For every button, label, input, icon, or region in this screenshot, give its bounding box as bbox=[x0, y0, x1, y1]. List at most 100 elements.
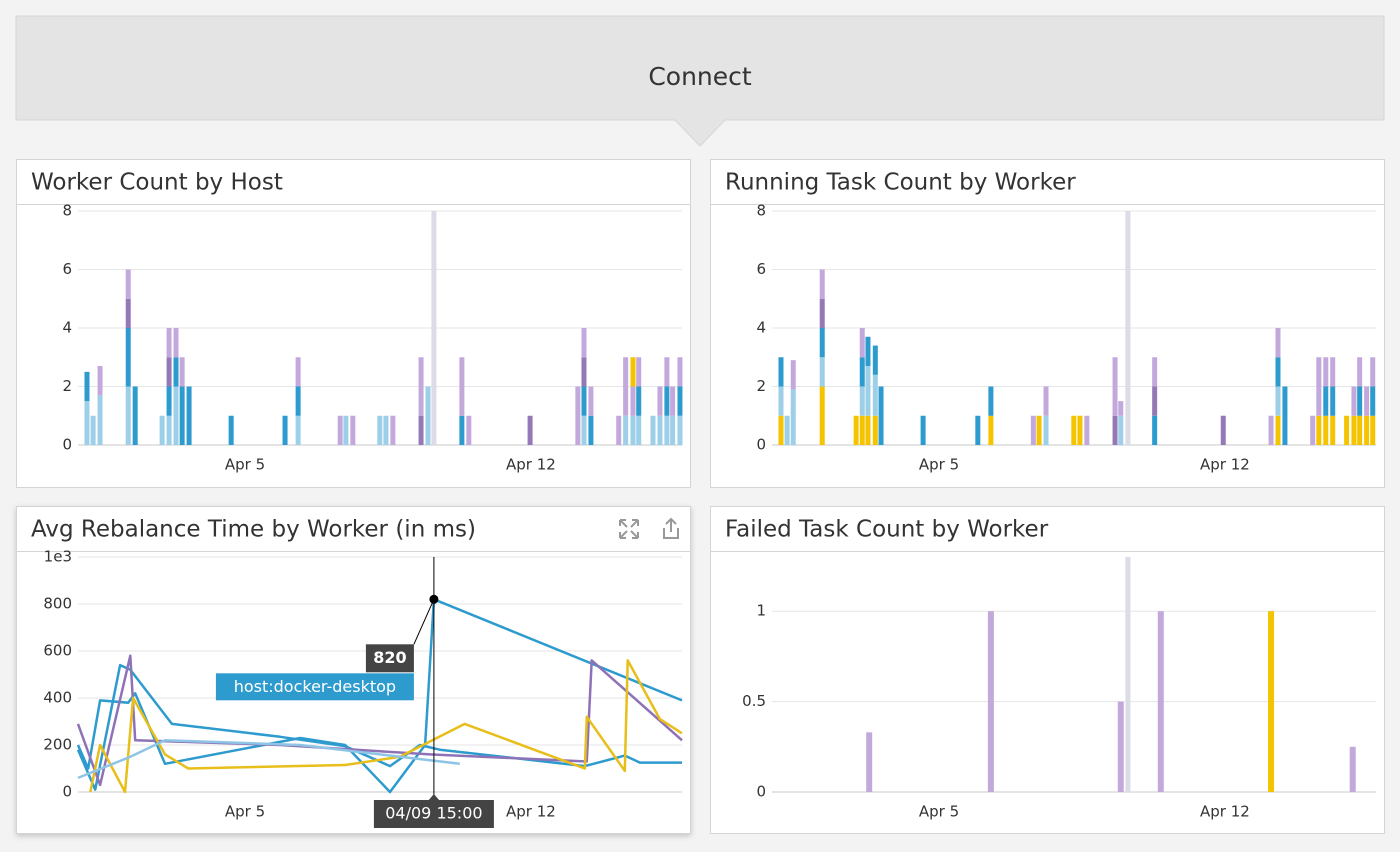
bar-segment bbox=[1316, 357, 1322, 416]
tooltip-series: host:docker-desktop bbox=[234, 677, 396, 696]
bar-segment bbox=[581, 357, 587, 387]
hover-cursor bbox=[1125, 211, 1131, 445]
bar-segment bbox=[166, 415, 172, 445]
x-tick-label: Apr 5 bbox=[225, 456, 265, 474]
bar-segment bbox=[670, 415, 676, 445]
y-tick-label: 0 bbox=[756, 436, 766, 454]
bar-segment bbox=[1077, 415, 1083, 445]
bar-segment bbox=[859, 386, 865, 416]
bar-segment bbox=[630, 415, 636, 445]
bar-segment bbox=[418, 357, 424, 416]
bar-segment bbox=[872, 374, 878, 416]
share-icon[interactable] bbox=[663, 517, 679, 539]
bar-segment bbox=[872, 415, 878, 445]
bar-segment bbox=[1364, 386, 1370, 416]
bar-segment bbox=[1357, 357, 1363, 387]
y-tick-label: 2 bbox=[756, 377, 766, 395]
bar-segment bbox=[1084, 415, 1090, 445]
bar-segment bbox=[125, 298, 131, 328]
bar-segment bbox=[581, 328, 587, 358]
bar-segment bbox=[1118, 401, 1124, 416]
bar-segment bbox=[866, 732, 873, 792]
bar-segment bbox=[295, 415, 301, 445]
bar-segment bbox=[186, 386, 192, 445]
bar-segment bbox=[988, 415, 994, 445]
bar-segment bbox=[1357, 386, 1363, 416]
tooltip-time: 04/09 15:00 bbox=[385, 804, 482, 823]
bar-segment bbox=[125, 328, 131, 387]
x-tick-label: Apr 5 bbox=[919, 456, 959, 474]
bar-segment bbox=[778, 386, 784, 416]
bar-segment bbox=[1357, 415, 1363, 445]
bar-segment bbox=[337, 415, 343, 445]
bar-segment bbox=[657, 386, 663, 416]
y-tick-label: 600 bbox=[43, 642, 72, 660]
panel-title: Failed Task Count by Worker bbox=[725, 517, 1049, 543]
bar-segment bbox=[778, 415, 784, 445]
bar-segment bbox=[878, 386, 884, 445]
bar-segment bbox=[790, 389, 796, 445]
bar-segment bbox=[295, 386, 301, 416]
y-tick-label: 6 bbox=[62, 260, 72, 278]
bar-segment bbox=[623, 357, 629, 416]
bar-segment bbox=[173, 328, 179, 358]
bar-segment bbox=[636, 357, 642, 387]
bar-segment bbox=[466, 415, 472, 445]
bar-segment bbox=[784, 415, 790, 445]
bar-segment bbox=[1370, 357, 1376, 387]
bar-segment bbox=[1275, 415, 1281, 445]
x-tick-label: Apr 12 bbox=[1200, 456, 1250, 474]
expand-icon[interactable] bbox=[619, 519, 639, 539]
bar-segment bbox=[1275, 357, 1281, 387]
panel bbox=[710, 506, 1385, 834]
bar-segment bbox=[179, 386, 185, 445]
y-tick-label: 0.5 bbox=[742, 692, 766, 710]
bar-segment bbox=[173, 357, 179, 387]
bar-segment bbox=[1275, 386, 1281, 416]
bar-segment bbox=[819, 269, 825, 299]
bar-segment bbox=[1370, 386, 1376, 416]
bar-segment bbox=[819, 328, 825, 358]
bar-segment bbox=[228, 415, 234, 445]
bar-segment bbox=[853, 415, 859, 445]
bar-segment bbox=[1112, 357, 1118, 416]
bar-segment bbox=[1118, 415, 1124, 445]
bar-segment bbox=[1043, 386, 1049, 416]
bar-segment bbox=[390, 415, 396, 445]
y-tick-label: 4 bbox=[756, 319, 766, 337]
y-tick-label: 2 bbox=[62, 377, 72, 395]
bar-segment bbox=[650, 415, 656, 445]
bar-segment bbox=[1370, 415, 1376, 445]
bar-segment bbox=[527, 415, 533, 445]
bar-segment bbox=[84, 371, 90, 402]
y-tick-label: 800 bbox=[43, 595, 72, 613]
bar-segment bbox=[677, 357, 683, 387]
bar-segment bbox=[1268, 415, 1274, 445]
bar-segment bbox=[425, 386, 431, 445]
hover-cursor bbox=[431, 211, 437, 445]
bar-segment bbox=[636, 415, 642, 445]
bar-segment bbox=[588, 415, 594, 445]
bar-segment bbox=[616, 415, 622, 445]
bar-segment bbox=[677, 415, 683, 445]
bar-segment bbox=[418, 415, 424, 445]
bar-segment bbox=[159, 415, 165, 445]
panel-title: Running Task Count by Worker bbox=[725, 170, 1076, 196]
bar-segment bbox=[575, 386, 581, 445]
bar-segment bbox=[819, 386, 825, 445]
bar-segment bbox=[588, 386, 594, 416]
bar-segment bbox=[125, 386, 131, 445]
bar-segment bbox=[623, 415, 629, 445]
bar-segment bbox=[987, 611, 994, 792]
bar-segment bbox=[920, 415, 926, 445]
bar-segment bbox=[1323, 386, 1329, 416]
bar-segment bbox=[377, 415, 383, 445]
bar-segment bbox=[1268, 611, 1275, 792]
bar-segment bbox=[1323, 415, 1329, 445]
y-tick-label: 8 bbox=[62, 202, 72, 220]
bar-segment bbox=[859, 328, 865, 358]
bar-segment bbox=[1330, 357, 1336, 387]
bar-segment bbox=[1282, 386, 1288, 445]
bar-segment bbox=[1316, 415, 1322, 445]
